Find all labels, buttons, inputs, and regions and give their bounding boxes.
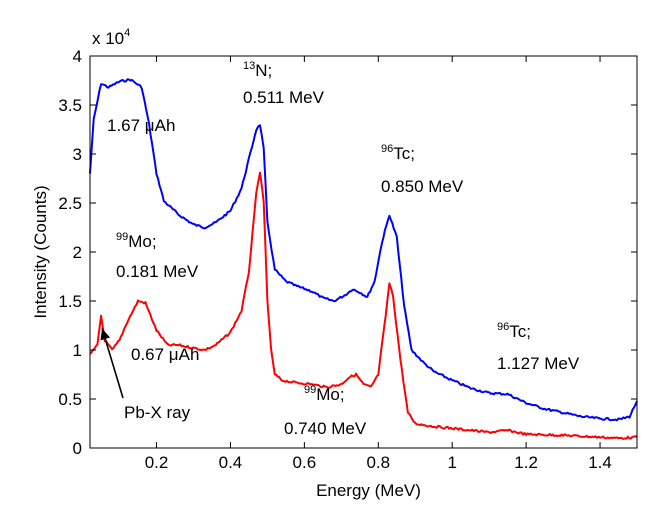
y-tick-label: 3 [73, 145, 82, 164]
x-tick-label: 0.2 [145, 453, 169, 472]
series-line-red [89, 171, 638, 440]
annotation-tc96b-energy: 1.127 MeV [497, 354, 580, 373]
x-tick-label: 1 [447, 453, 456, 472]
x-tick-label: 0.8 [366, 453, 390, 472]
x-tick-label: 0.6 [293, 453, 317, 472]
annotation-mo99a-name: 99Mo; [116, 231, 157, 251]
x-tick-label: 1.2 [514, 453, 538, 472]
y-tick-label: 0 [73, 439, 82, 458]
pbx-arrow-line [101, 328, 124, 399]
x-tick-label: 0.4 [219, 453, 243, 472]
annotation-tc96a-energy: 0.850 MeV [381, 177, 464, 196]
annotation-blue_label: 1.67 μAh [107, 116, 175, 135]
annotation-n13-energy: 0.511 MeV [243, 88, 325, 107]
y-tick-label: 4 [73, 47, 82, 66]
y-tick-label: 2 [73, 243, 82, 262]
y-tick-label: 1 [73, 341, 82, 360]
ticks-layer: 0.2 0.4 0.6 0.8 1 1.2 1.4 0 0.5 1 1.5 2 2.5 3 3.5 4 [58, 47, 637, 472]
plot-layer [89, 78, 638, 440]
y-multiplier-label: x 104 [92, 27, 130, 48]
annotation-mo99b-energy: 0.740 MeV [284, 419, 367, 438]
y-tick-label: 2.5 [58, 194, 82, 213]
plot-frame [89, 55, 638, 449]
annotation-tc96b-name: 96Tc; [497, 321, 531, 341]
y-axis-label: Intensity (Counts) [31, 185, 50, 318]
x-axis-label: Energy (MeV) [316, 481, 421, 500]
y-tick-label: 0.5 [58, 390, 82, 409]
annotation-n13-name: 13N; [243, 60, 272, 80]
annotation-tc96a-name: 96Tc; [381, 143, 415, 163]
y-tick-label: 3.5 [58, 96, 82, 115]
annotation-red_label: 0.67 μAh [131, 345, 199, 364]
text-layer: x 104 Energy (MeV) Intensity (Counts) 13N; 0… [31, 27, 580, 500]
x-tick-label: 1.4 [588, 453, 612, 472]
annotation-mo99b-name: 99Mo; [304, 384, 345, 404]
annotation-pbx: Pb-X ray [124, 403, 191, 422]
annotation-mo99a-energy: 0.181 MeV [116, 262, 199, 281]
axes-layer [89, 55, 638, 449]
y-tick-label: 1.5 [58, 292, 82, 311]
series-line-blue [89, 78, 638, 422]
pbx-arrow-head [100, 328, 111, 341]
